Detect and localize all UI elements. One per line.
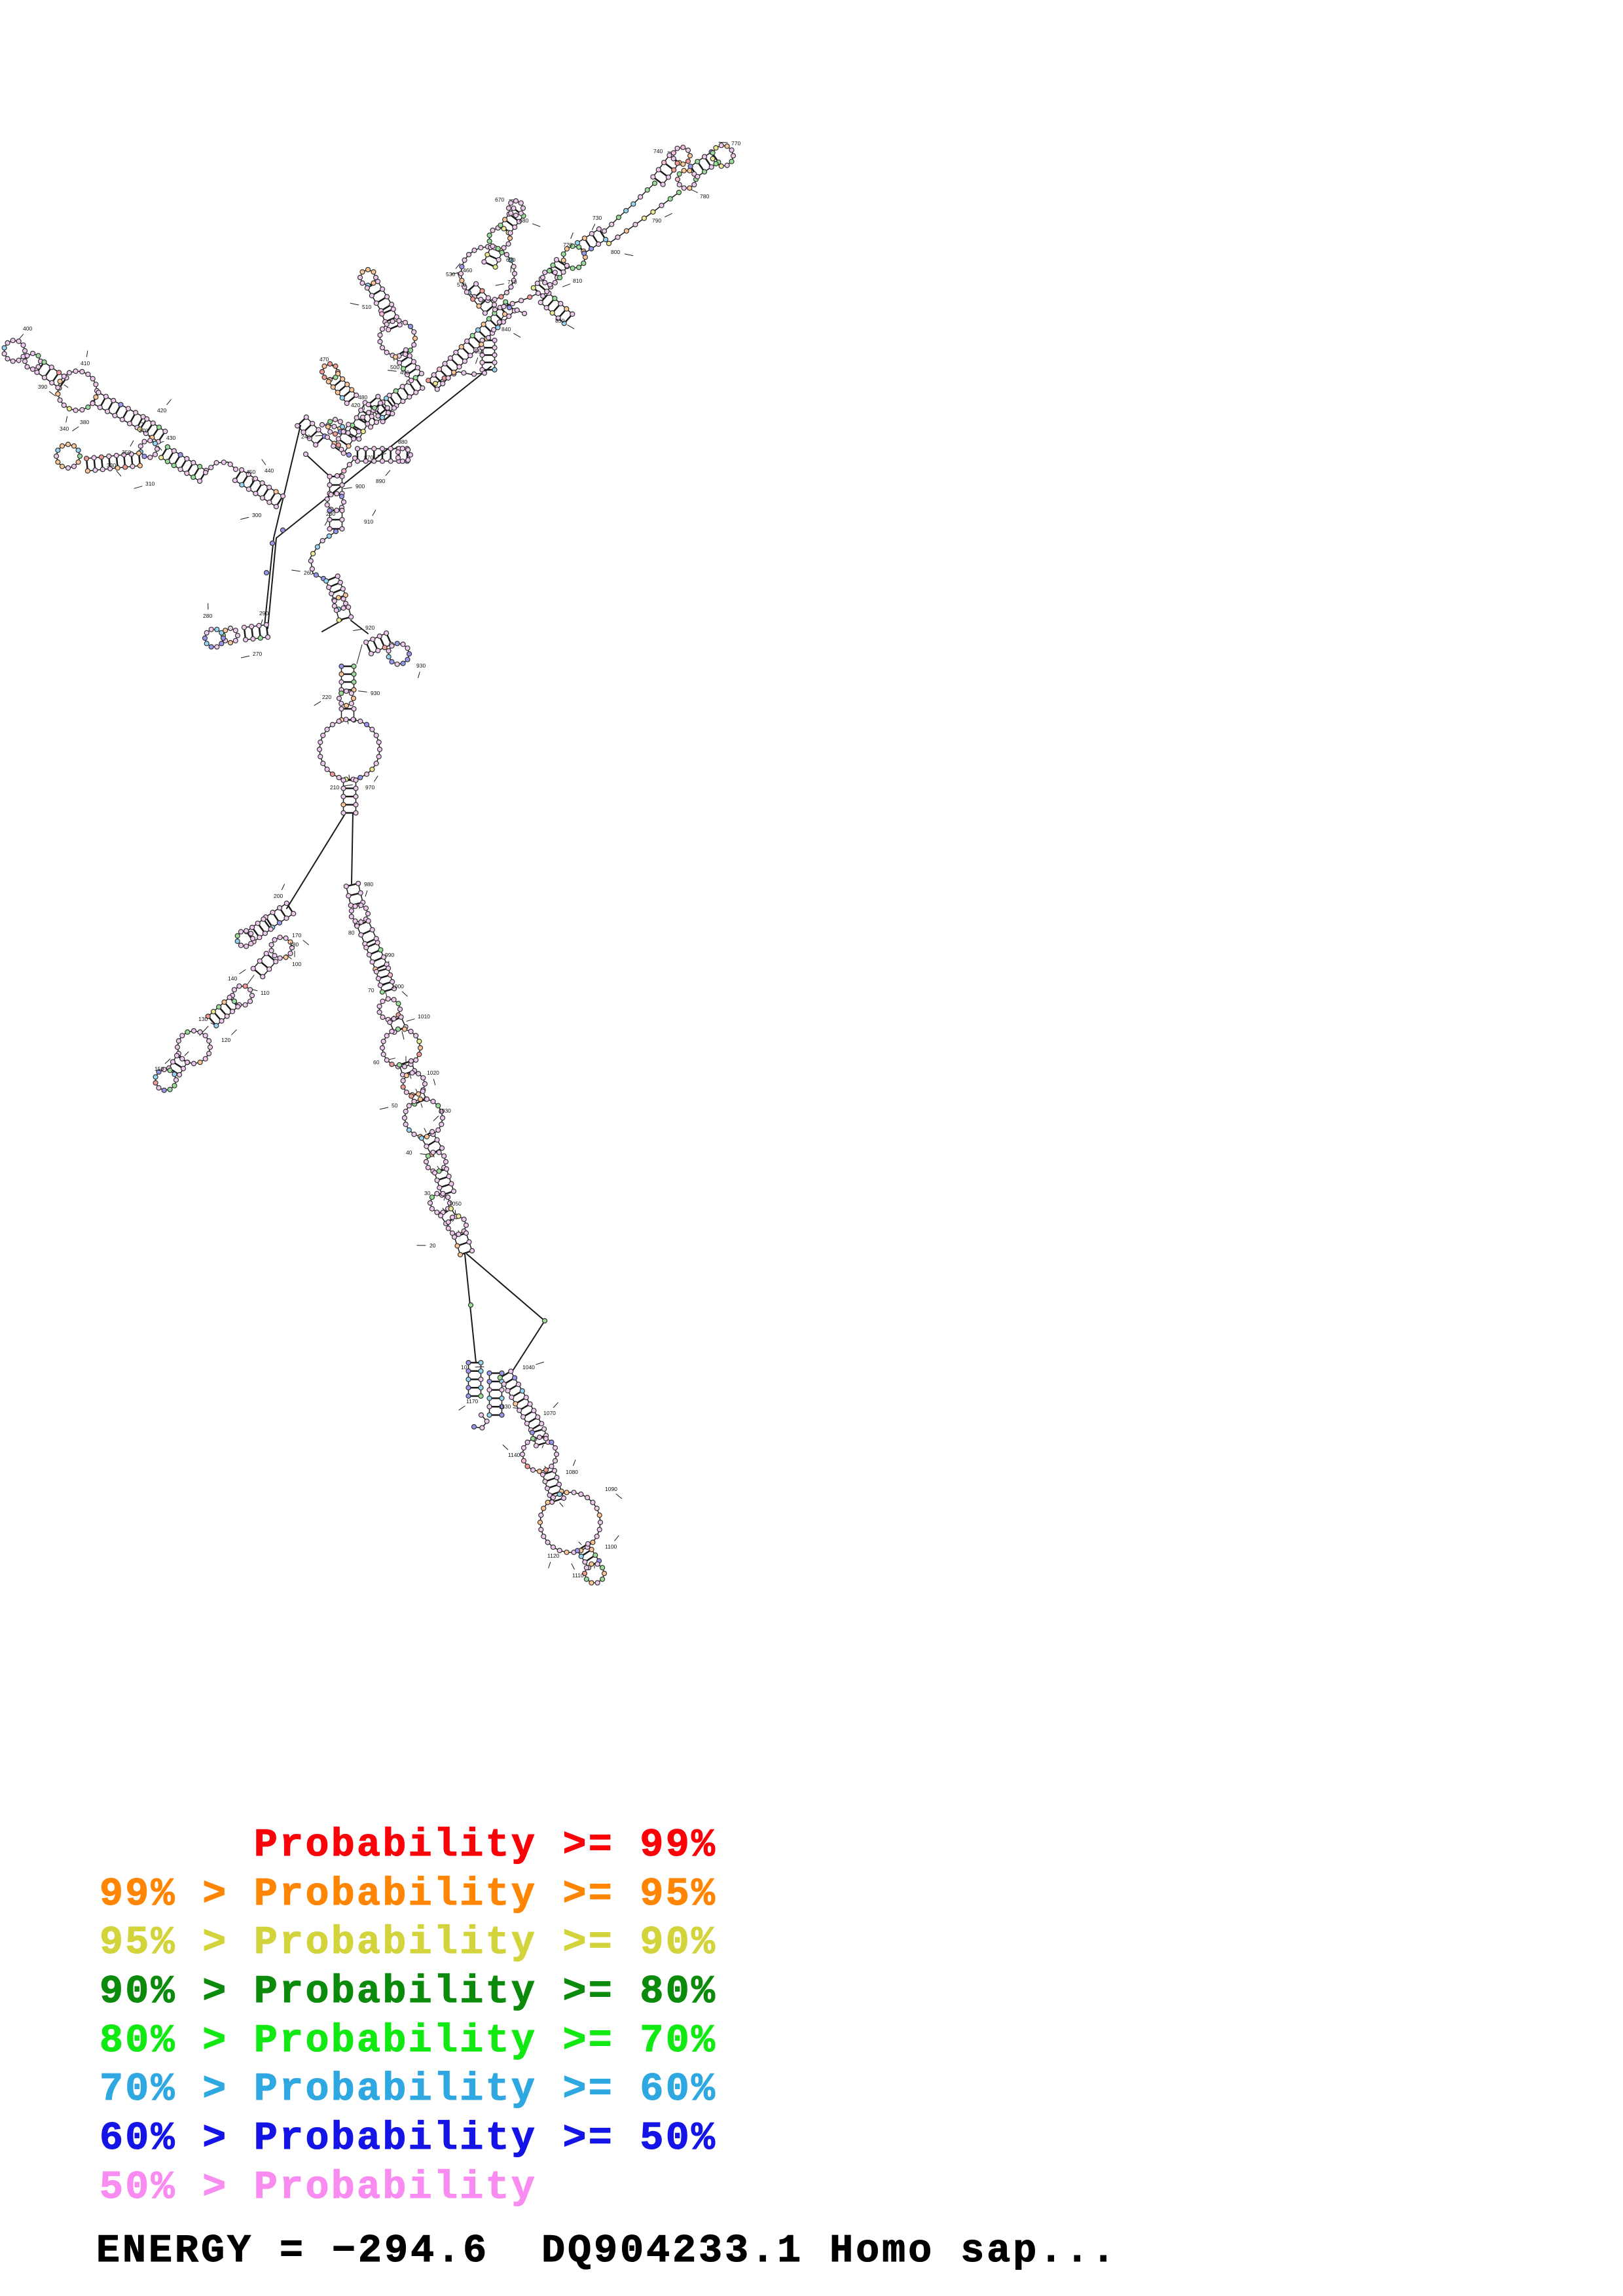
svg-text:130: 130 <box>198 1016 208 1022</box>
svg-text:410: 410 <box>81 360 90 367</box>
svg-text:920: 920 <box>365 624 374 631</box>
svg-text:730: 730 <box>593 215 602 221</box>
svg-text:550: 550 <box>475 348 484 355</box>
svg-text:1080: 1080 <box>566 1469 578 1475</box>
svg-text:1120: 1120 <box>547 1552 560 1559</box>
svg-text:70: 70 <box>368 987 374 994</box>
svg-text:1020: 1020 <box>427 1069 439 1076</box>
svg-text:10: 10 <box>461 1364 467 1371</box>
svg-text:180: 180 <box>289 941 299 948</box>
svg-text:1110: 1110 <box>572 1572 584 1579</box>
svg-text:570: 570 <box>457 281 466 288</box>
svg-text:20: 20 <box>429 1242 436 1249</box>
svg-text:140: 140 <box>228 975 237 982</box>
svg-text:530: 530 <box>446 271 455 278</box>
svg-text:390: 390 <box>38 384 47 390</box>
svg-text:440: 440 <box>264 467 274 474</box>
svg-text:930: 930 <box>416 662 426 669</box>
svg-text:1170: 1170 <box>466 1398 479 1405</box>
svg-text:1100: 1100 <box>605 1543 617 1550</box>
svg-text:990: 990 <box>385 952 394 958</box>
svg-text:120: 120 <box>221 1037 230 1043</box>
svg-text:80: 80 <box>348 929 355 936</box>
svg-text:210: 210 <box>330 784 339 791</box>
svg-text:330: 330 <box>107 462 116 469</box>
svg-text:740: 740 <box>653 148 663 154</box>
svg-text:50: 50 <box>392 1102 398 1109</box>
svg-text:980: 980 <box>364 881 373 888</box>
svg-text:840: 840 <box>501 326 511 332</box>
svg-text:100: 100 <box>292 961 301 967</box>
svg-text:290: 290 <box>259 610 268 617</box>
svg-text:110: 110 <box>261 990 270 996</box>
svg-text:870: 870 <box>364 454 373 461</box>
svg-text:40: 40 <box>406 1149 412 1156</box>
svg-text:510: 510 <box>362 304 371 310</box>
svg-text:970: 970 <box>365 784 374 791</box>
svg-text:170: 170 <box>292 932 301 939</box>
svg-text:1130: 1130 <box>499 1403 511 1410</box>
svg-text:910: 910 <box>364 518 373 525</box>
svg-text:890: 890 <box>376 478 385 484</box>
svg-text:280: 280 <box>203 613 212 619</box>
svg-text:300: 300 <box>252 512 261 518</box>
svg-text:500: 500 <box>390 364 399 370</box>
svg-text:380: 380 <box>80 419 89 425</box>
svg-text:420: 420 <box>351 402 360 408</box>
svg-text:340: 340 <box>60 425 69 432</box>
svg-text:1050: 1050 <box>449 1200 462 1207</box>
svg-text:780: 780 <box>700 193 709 200</box>
svg-text:1030: 1030 <box>439 1107 451 1114</box>
svg-text:310: 310 <box>145 480 155 487</box>
svg-text:150: 150 <box>155 1066 164 1072</box>
svg-text:480: 480 <box>358 394 367 401</box>
svg-text:790: 790 <box>652 217 661 224</box>
svg-text:720: 720 <box>563 242 572 248</box>
svg-text:880: 880 <box>398 439 407 445</box>
svg-text:1000: 1000 <box>392 983 404 990</box>
svg-text:680: 680 <box>519 217 528 224</box>
svg-text:450: 450 <box>246 469 255 475</box>
svg-text:1140: 1140 <box>508 1452 520 1458</box>
svg-text:930: 930 <box>371 690 380 696</box>
svg-text:1040: 1040 <box>522 1364 535 1371</box>
svg-text:60: 60 <box>373 1059 380 1066</box>
svg-text:420: 420 <box>157 407 166 414</box>
svg-text:370: 370 <box>139 427 148 434</box>
svg-text:260: 260 <box>304 569 313 576</box>
svg-text:270: 270 <box>253 651 262 657</box>
svg-text:30: 30 <box>424 1190 431 1196</box>
svg-text:770: 770 <box>731 140 740 147</box>
svg-text:240: 240 <box>301 433 310 440</box>
svg-text:1090: 1090 <box>605 1486 617 1492</box>
svg-text:830: 830 <box>555 317 564 324</box>
svg-text:710: 710 <box>507 279 517 285</box>
svg-text:400: 400 <box>23 325 32 332</box>
svg-text:900: 900 <box>356 483 365 490</box>
svg-text:670: 670 <box>495 196 504 203</box>
svg-text:230: 230 <box>326 511 335 517</box>
svg-text:350: 350 <box>122 449 131 456</box>
svg-text:1070: 1070 <box>543 1410 556 1416</box>
svg-text:800: 800 <box>611 249 620 255</box>
svg-text:460: 460 <box>463 267 472 274</box>
svg-text:200: 200 <box>274 893 283 899</box>
svg-text:430: 430 <box>166 435 175 441</box>
svg-text:810: 810 <box>573 278 582 284</box>
svg-text:470: 470 <box>319 356 329 363</box>
svg-text:1010: 1010 <box>418 1013 430 1020</box>
svg-text:490: 490 <box>400 369 409 376</box>
svg-text:690: 690 <box>506 257 515 263</box>
svg-text:220: 220 <box>322 694 331 700</box>
